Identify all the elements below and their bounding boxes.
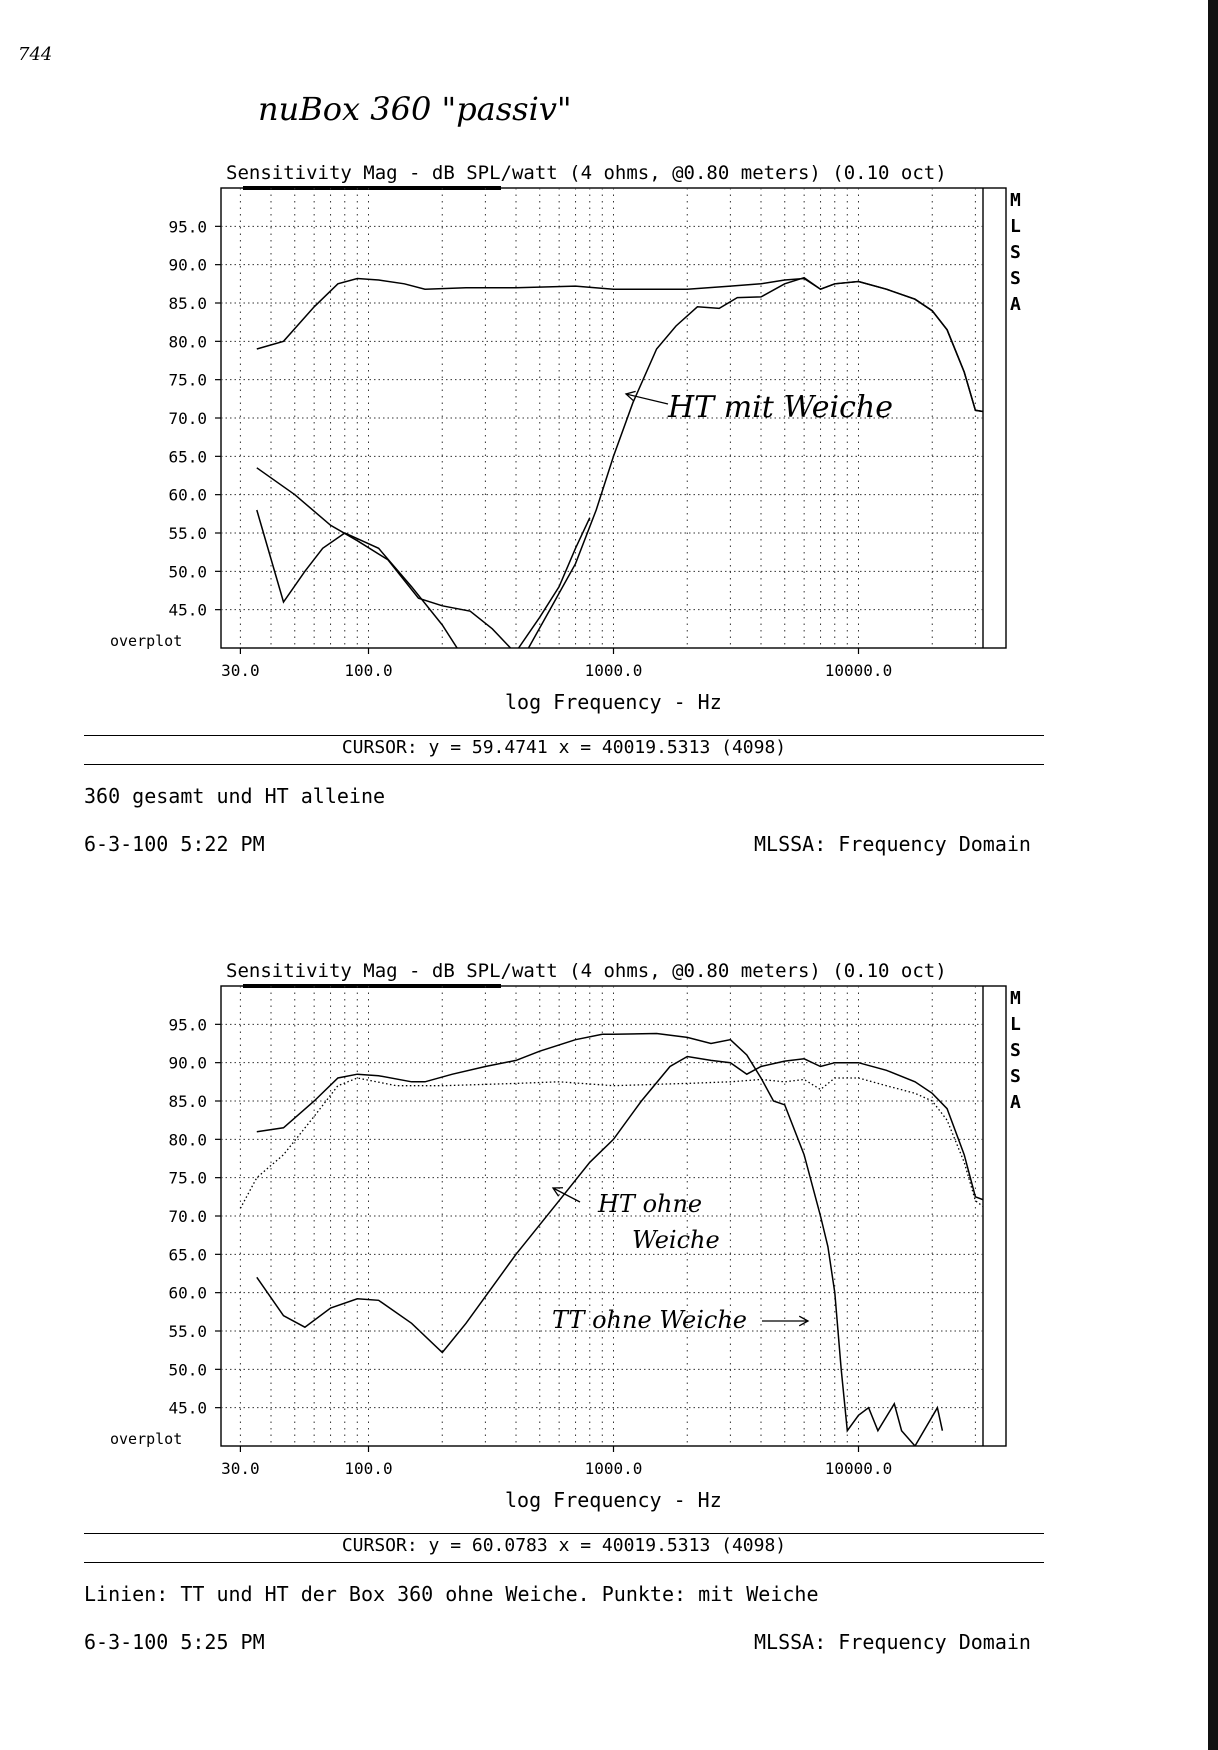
timestamp: 6-3-100 5:22 PM — [84, 832, 265, 856]
annotation-arrow — [552, 1187, 581, 1203]
domain-label: MLSSA: Frequency Domain — [754, 1630, 1031, 1654]
y-tick-label: 55.0 — [168, 524, 207, 543]
chart-title: Sensitivity Mag - dB SPL/watt (4 ohms, @… — [226, 162, 947, 184]
overplot-label: overplot — [110, 632, 182, 650]
side-label-letter: S — [1010, 242, 1021, 263]
y-tick-label: 75.0 — [168, 1169, 207, 1188]
y-tick-label: 95.0 — [168, 1015, 207, 1034]
domain-label: MLSSA: Frequency Domain — [754, 832, 1031, 856]
side-label-letter: S — [1010, 268, 1021, 289]
series-line-5 — [517, 517, 591, 648]
y-tick-label: 95.0 — [168, 217, 207, 236]
chart-caption: Linien: TT und HT der Box 360 ohne Weich… — [84, 1582, 819, 1606]
x-axis-label: log Frequency - Hz — [505, 1488, 722, 1512]
x-axis-label: log Frequency - Hz — [505, 690, 722, 714]
x-tick-label: 100.0 — [344, 661, 392, 680]
cursor-rule-bottom — [84, 764, 1044, 765]
y-tick-label: 75.0 — [168, 371, 207, 390]
chart-panel-1: Sensitivity Mag - dB SPL/watt (4 ohms, @… — [0, 150, 1218, 870]
overplot-label: overplot — [110, 1430, 182, 1448]
annotation-arrowhead — [798, 1315, 810, 1327]
y-tick-label: 65.0 — [168, 1245, 207, 1264]
page-heading: nuBox 360 "passiv" — [258, 90, 572, 128]
y-tick-label: 50.0 — [168, 562, 207, 581]
y-tick-label: 85.0 — [168, 1092, 207, 1111]
y-tick-label: 90.0 — [168, 256, 207, 275]
chart-caption: 360 gesamt und HT alleine — [84, 784, 386, 808]
cursor-rule-top — [84, 1533, 1044, 1534]
chart-title: Sensitivity Mag - dB SPL/watt (4 ohms, @… — [226, 960, 947, 982]
side-label-letter: L — [1010, 1014, 1021, 1035]
cursor-readout: CURSOR: y = 60.0783 x = 40019.5313 (4098… — [341, 1535, 787, 1556]
y-tick-label: 50.0 — [168, 1360, 207, 1379]
x-tick-label: 30.0 — [221, 661, 260, 680]
side-label-letter: L — [1010, 216, 1021, 237]
timestamp: 6-3-100 5:25 PM — [84, 1630, 265, 1654]
chart-plot-2: 45.0 50.0 55.0 60.0 65.0 70.0 75.0 80.0 85.0 90.0… — [110, 985, 1021, 1478]
side-label-letter: M — [1010, 190, 1021, 211]
y-tick-label: 85.0 — [168, 294, 207, 313]
y-tick-label: 45.0 — [168, 601, 207, 620]
y-tick-label: 60.0 — [168, 1284, 207, 1303]
cursor-readout: CURSOR: y = 59.4741 x = 40019.5313 (4098… — [341, 737, 787, 758]
page-number: 744 — [18, 44, 53, 65]
series-line-3 — [256, 467, 512, 648]
side-label-letter: M — [1010, 988, 1021, 1009]
series-line-2 — [527, 276, 983, 648]
side-label-letter: A — [1010, 294, 1021, 315]
series-line-2 — [256, 1055, 983, 1354]
annotation-arrowhead — [624, 390, 636, 402]
x-tick-label: 100.0 — [344, 1459, 392, 1478]
x-tick-label: 30.0 — [221, 1459, 260, 1478]
x-tick-label: 1000.0 — [585, 1459, 643, 1478]
annotation-text: TT ohne Weiche — [552, 1306, 747, 1334]
side-label-letter: S — [1010, 1066, 1021, 1087]
annotation-text: HT ohne — [597, 1190, 702, 1218]
annotation-text: Weiche — [632, 1226, 720, 1254]
y-tick-label: 70.0 — [168, 409, 207, 428]
series-line-3 — [239, 1077, 983, 1209]
side-label-letter: S — [1010, 1040, 1021, 1061]
y-tick-label: 60.0 — [168, 486, 207, 505]
chart-panel-2: Sensitivity Mag - dB SPL/watt (4 ohms, @… — [0, 948, 1218, 1668]
scan-edge — [1208, 0, 1218, 1750]
annotation-arrow — [625, 393, 669, 405]
y-tick-label: 55.0 — [168, 1322, 207, 1341]
side-label-letter: A — [1010, 1092, 1021, 1113]
series-line-4 — [256, 509, 458, 648]
x-tick-label: 10000.0 — [825, 661, 892, 680]
y-tick-label: 45.0 — [168, 1399, 207, 1418]
cursor-rule-top — [84, 735, 1044, 736]
x-tick-label: 1000.0 — [585, 661, 643, 680]
y-tick-label: 80.0 — [168, 1130, 207, 1149]
annotation-text: HT mit Weiche — [667, 390, 893, 425]
y-tick-label: 80.0 — [168, 332, 207, 351]
cursor-rule-bottom — [84, 1562, 1044, 1563]
y-tick-label: 90.0 — [168, 1054, 207, 1073]
x-tick-label: 10000.0 — [825, 1459, 892, 1478]
y-tick-label: 65.0 — [168, 447, 207, 466]
y-tick-label: 70.0 — [168, 1207, 207, 1226]
series-line-1 — [256, 277, 983, 413]
chart-plot-1: 45.0 50.0 55.0 60.0 65.0 70.0 75.0 80.0 85.0 90.0… — [110, 187, 1021, 680]
annotation-arrowhead — [551, 1187, 564, 1197]
series-line-1 — [256, 1032, 944, 1446]
